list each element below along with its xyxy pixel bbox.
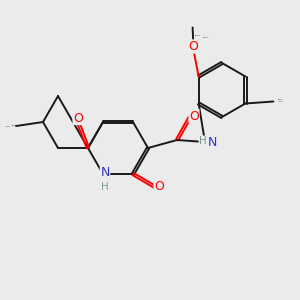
Text: H: H	[199, 136, 207, 146]
Text: O: O	[189, 110, 199, 122]
Text: N: N	[207, 136, 217, 149]
Text: methyl: methyl	[6, 125, 10, 127]
Text: methyl: methyl	[12, 125, 17, 126]
Text: O: O	[154, 181, 164, 194]
Text: O: O	[189, 40, 199, 53]
Text: methyl: methyl	[278, 99, 282, 101]
Text: methyl: methyl	[279, 101, 284, 102]
Text: O: O	[73, 112, 83, 124]
Text: methoxy: methoxy	[202, 36, 209, 38]
Text: H: H	[101, 182, 109, 192]
Text: methoxy: methoxy	[195, 34, 201, 35]
Text: N: N	[100, 167, 110, 179]
